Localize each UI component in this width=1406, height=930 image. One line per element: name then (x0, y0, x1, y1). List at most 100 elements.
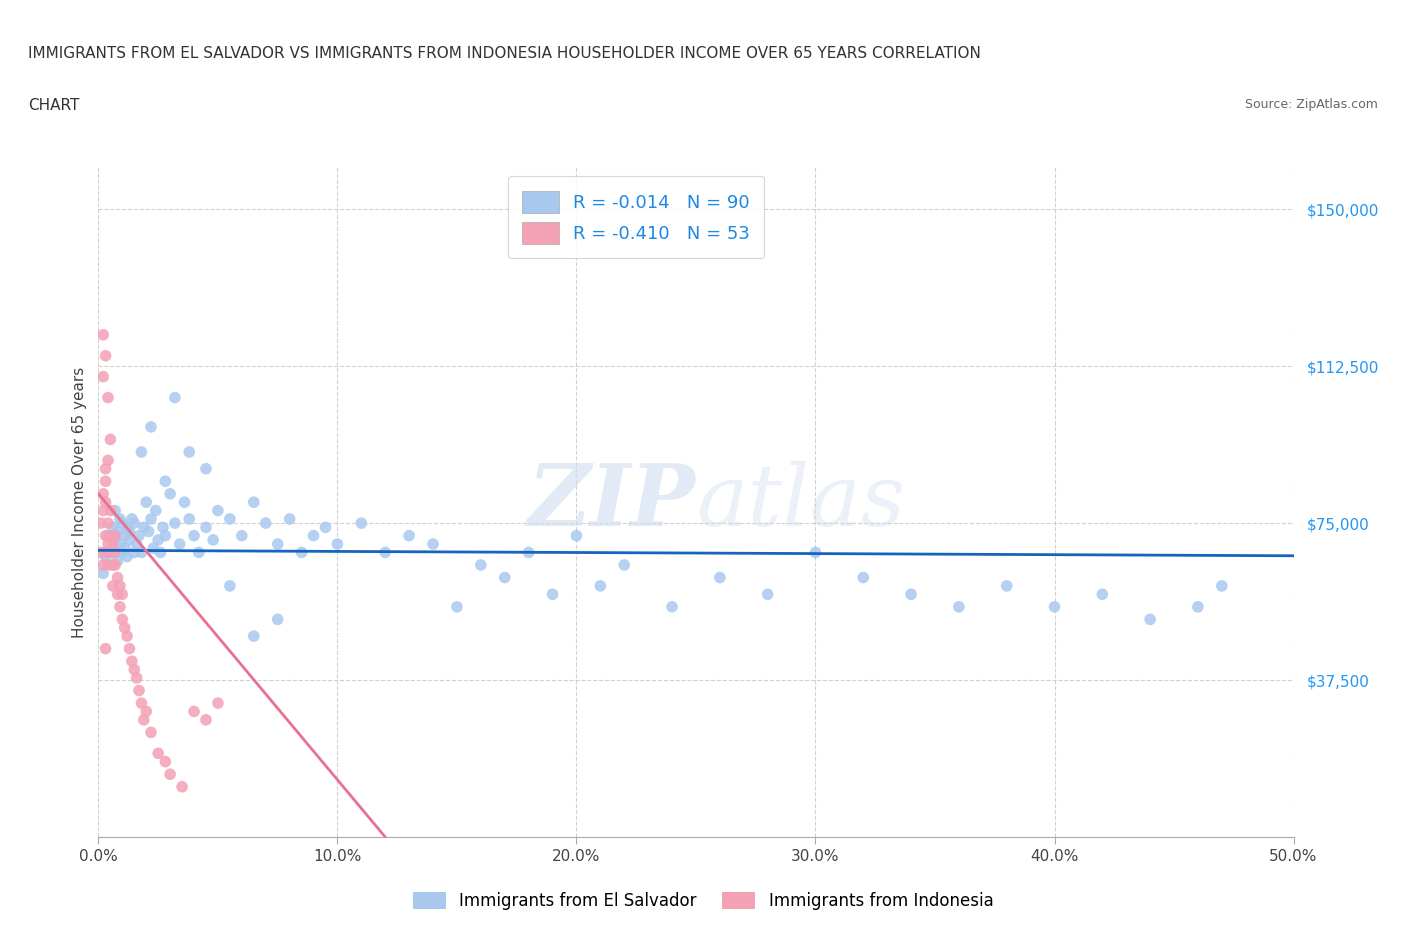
Point (142, 541, 165, 556)
Point (446, 600, 468, 615)
Point (589, 578, 612, 593)
Point (97, 558, 120, 573)
Text: CHART: CHART (28, 98, 80, 113)
Point (131, 696, 153, 711)
Point (139, 512, 162, 526)
Point (194, 461, 217, 476)
Point (124, 516, 146, 531)
Point (315, 520, 337, 535)
Point (709, 570, 731, 585)
Point (97, 528, 120, 543)
Point (98, 545, 122, 560)
Point (98, 432, 122, 447)
Point (94, 528, 117, 543)
Point (98, 503, 122, 518)
Point (97, 391, 120, 405)
Point (613, 558, 636, 573)
Point (661, 600, 683, 615)
Point (107, 570, 129, 585)
Point (104, 532, 127, 547)
Point (149, 545, 172, 560)
Point (517, 545, 540, 560)
Point (159, 486, 181, 501)
Point (115, 549, 138, 564)
Point (1187, 600, 1209, 615)
Point (91, 486, 114, 501)
Point (101, 558, 124, 573)
Point (124, 545, 146, 560)
Point (98, 545, 122, 560)
Point (118, 532, 141, 547)
Point (91, 503, 114, 518)
Point (101, 520, 124, 535)
Point (1043, 600, 1066, 615)
Point (94, 545, 117, 560)
Point (104, 558, 127, 573)
Point (494, 570, 516, 585)
Y-axis label: Householder Income Over 65 years: Householder Income Over 65 years (72, 366, 87, 638)
Point (94, 461, 117, 476)
Point (131, 445, 153, 459)
Point (115, 520, 138, 535)
Point (243, 629, 266, 644)
Point (152, 520, 174, 535)
Point (422, 537, 444, 551)
Point (145, 503, 167, 518)
Point (183, 528, 205, 543)
Point (155, 474, 177, 489)
Point (148, 532, 170, 547)
Legend: R = -0.014   N = 90, R = -0.410   N = 53: R = -0.014 N = 90, R = -0.410 N = 53 (508, 177, 765, 259)
Point (108, 537, 131, 551)
Point (138, 525, 160, 539)
Point (90, 545, 112, 560)
Point (194, 712, 217, 727)
Point (202, 532, 225, 547)
Point (107, 525, 129, 539)
Point (163, 516, 186, 531)
Point (172, 779, 194, 794)
Point (1211, 578, 1233, 593)
Text: atlas: atlas (696, 461, 905, 543)
Point (900, 587, 922, 602)
Point (267, 537, 290, 551)
Point (1091, 587, 1114, 602)
Point (91, 565, 114, 580)
Point (125, 671, 148, 685)
Point (374, 545, 396, 560)
Point (995, 578, 1018, 593)
Point (108, 600, 131, 615)
Point (207, 696, 229, 711)
Point (139, 419, 162, 434)
Point (111, 587, 134, 602)
Point (219, 512, 242, 526)
Point (101, 558, 124, 573)
Point (118, 642, 141, 657)
Point (121, 654, 143, 669)
Point (132, 712, 155, 727)
Point (128, 528, 150, 543)
Point (756, 587, 779, 602)
Point (132, 520, 155, 535)
Text: IMMIGRANTS FROM EL SALVADOR VS IMMIGRANTS FROM INDONESIA HOUSEHOLDER INCOME OVER: IMMIGRANTS FROM EL SALVADOR VS IMMIGRANT… (28, 46, 981, 61)
Point (139, 725, 162, 740)
Point (194, 520, 217, 535)
Point (173, 495, 195, 510)
Point (135, 495, 157, 510)
Point (111, 516, 134, 531)
Point (125, 537, 148, 551)
Point (108, 578, 131, 593)
Legend: Immigrants from El Salvador, Immigrants from Indonesia: Immigrants from El Salvador, Immigrants … (406, 885, 1000, 917)
Point (243, 495, 266, 510)
Point (302, 528, 325, 543)
Point (1139, 612, 1161, 627)
Point (111, 612, 134, 627)
Point (207, 503, 229, 518)
Point (948, 600, 970, 615)
Point (94, 349, 117, 364)
Point (179, 445, 201, 459)
Point (104, 528, 127, 543)
Point (470, 558, 492, 573)
Point (118, 525, 141, 539)
Point (98, 528, 122, 543)
Point (111, 545, 134, 560)
